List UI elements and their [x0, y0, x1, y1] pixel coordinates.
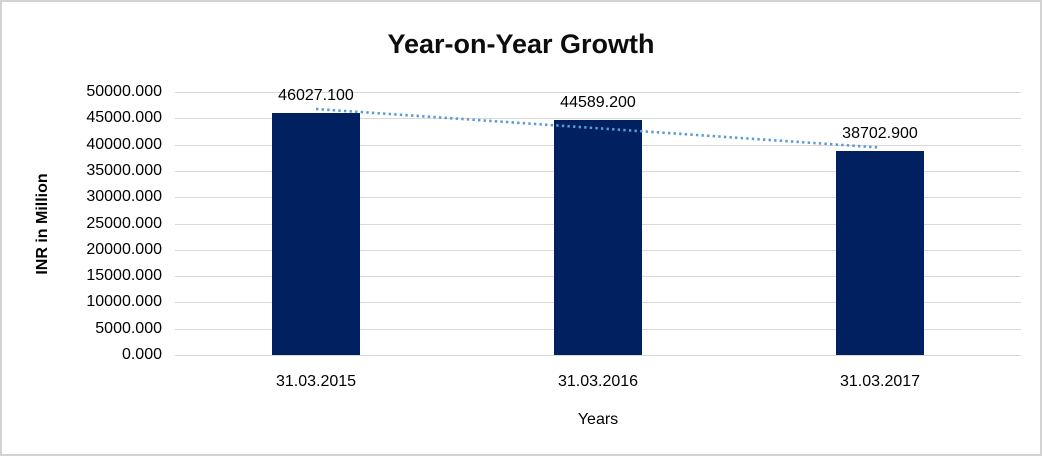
y-tick-label: 30000.000: [86, 188, 162, 206]
y-tick-label: 20000.000: [86, 240, 162, 258]
bar: [836, 151, 924, 355]
x-axis-title: Years: [577, 411, 619, 428]
y-tick-label: 40000.000: [86, 135, 162, 153]
y-tick-label: 5000.000: [95, 319, 162, 337]
bar: [554, 120, 642, 355]
y-tick-label: 15000.000: [86, 267, 162, 285]
bar-value-label: 44589.200: [560, 94, 636, 112]
x-tick-label: 31.03.2015: [275, 373, 357, 390]
gridline: [175, 355, 1021, 356]
bar: [272, 112, 360, 355]
y-tick-label: 35000.000: [86, 161, 162, 179]
y-tick-label: 45000.000: [86, 109, 162, 127]
bar-value-label: 46027.100: [278, 86, 354, 104]
y-tick-label: 0.000: [121, 346, 162, 363]
chart-title: Year-on-Year Growth: [387, 29, 655, 59]
y-tick-label: 25000.000: [86, 214, 162, 232]
bar-value-label: 38702.900: [842, 125, 918, 143]
y-tick-label: 10000.000: [86, 293, 162, 311]
gridline: [175, 92, 1021, 93]
y-tick-label: 50000.000: [86, 83, 162, 100]
x-tick-label: 31.03.2017: [839, 373, 921, 390]
x-tick-label: 31.03.2016: [557, 373, 639, 390]
